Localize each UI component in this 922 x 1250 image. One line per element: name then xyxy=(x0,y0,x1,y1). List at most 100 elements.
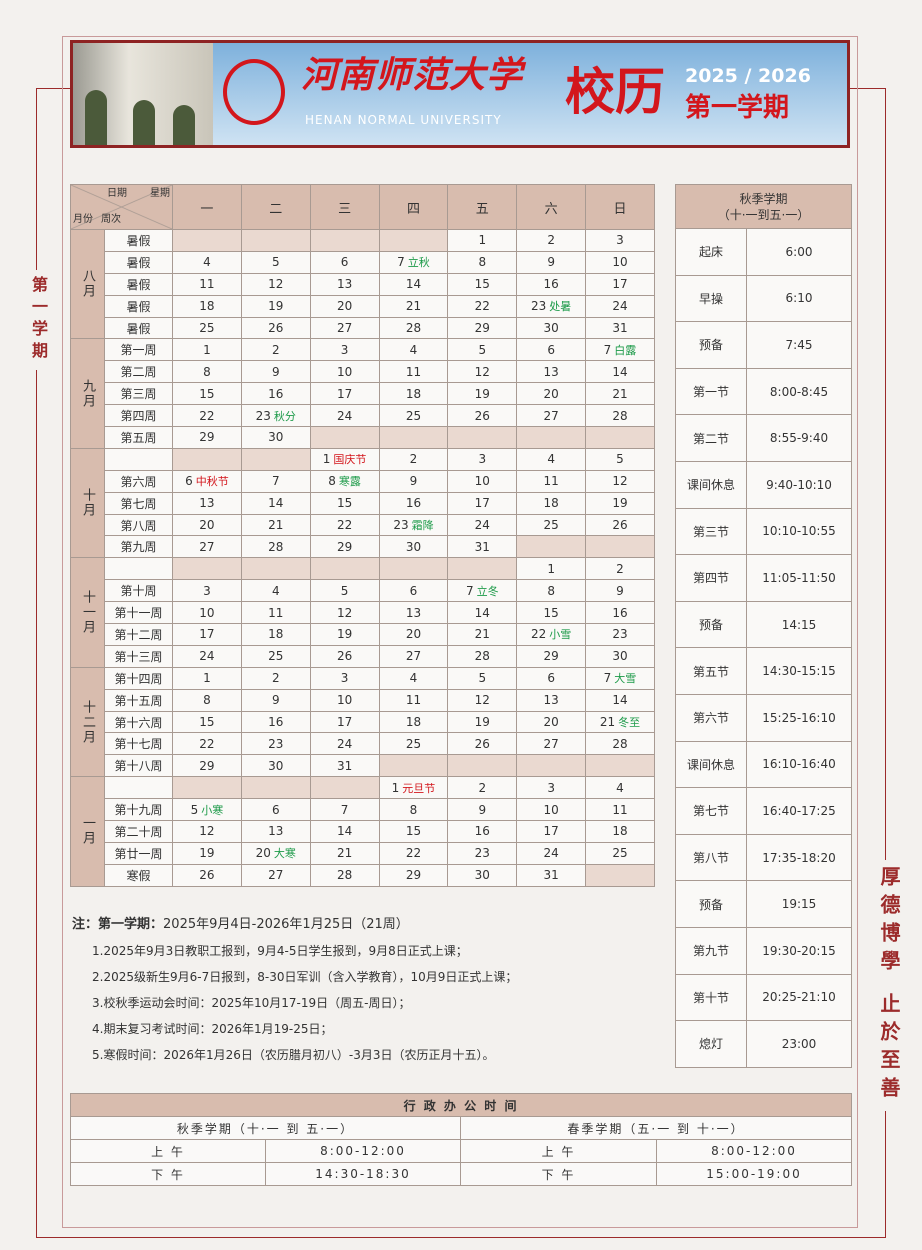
calendar-row: 十一月 1 2 xyxy=(70,557,655,668)
day-cell: 1 xyxy=(172,666,242,690)
calendar-row: 暑假 4 5 6 7 立秋 8 9 10 xyxy=(71,250,655,274)
month-label: 十二月 xyxy=(70,666,105,778)
day-cell: 8 寒露 xyxy=(309,469,380,493)
day-cell xyxy=(309,229,380,252)
day-cell: 13 xyxy=(378,601,449,625)
day-cell: 15 xyxy=(309,491,380,515)
day-cell: 9 xyxy=(516,250,587,274)
day-cell: 13 xyxy=(516,688,587,712)
day-cell: 5 小寒 xyxy=(172,798,242,822)
day-cell: 27 xyxy=(516,732,587,756)
schedule-item: 预备 xyxy=(675,600,747,649)
day-cell: 9 xyxy=(585,579,655,603)
day-cell: 29 xyxy=(378,863,449,887)
schedule-item: 第九节 xyxy=(675,926,747,975)
schedule-time: 6:00 xyxy=(745,228,853,276)
week-label: 第二周 xyxy=(104,360,173,384)
day-cell: 6 xyxy=(240,798,311,822)
day-cell: 12 xyxy=(172,820,242,843)
note-item: 2.2025级新生9月6-7日报到，8-30日军训（含入学教育），10月9日正式… xyxy=(92,970,518,984)
day-cell: 19 xyxy=(172,841,242,865)
day-cell: 8 xyxy=(516,579,587,603)
autumn-hours: 8:00-12:00 xyxy=(265,1139,461,1163)
calendar-row: 第六周 6 中秋节 7 8 寒露 9 10 11 12 xyxy=(71,469,655,493)
day-cell xyxy=(378,229,449,252)
day-cell: 22 xyxy=(172,732,242,756)
schedule-time: 8:55-9:40 xyxy=(745,414,853,462)
day-cell: 24 xyxy=(516,841,587,865)
month-label: 十一月 xyxy=(70,557,105,668)
week-label: 暑假 xyxy=(104,250,173,274)
day-cell: 18 xyxy=(240,623,311,646)
schedule-time: 14:30-15:15 xyxy=(745,647,853,695)
day-cell: 20 大寒 xyxy=(240,841,311,865)
day-cell: 2 xyxy=(240,338,311,362)
schedule-item: 熄灯 xyxy=(675,1020,747,1068)
spring-hours: 8:00-12:00 xyxy=(655,1139,853,1163)
day-cell: 25 xyxy=(240,644,311,668)
day-cell: 20 xyxy=(516,382,587,406)
day-cell: 29 xyxy=(516,644,587,668)
period-label: 下 午 xyxy=(70,1162,266,1186)
schedule-item: 第十节 xyxy=(675,973,747,1022)
calendar-row: 暑假 11 12 13 14 15 16 17 xyxy=(71,272,655,296)
week-label: 暑假 xyxy=(104,294,173,318)
day-cell xyxy=(172,776,242,800)
day-number: 7 xyxy=(603,671,612,686)
week-label: 第十八周 xyxy=(104,754,173,778)
campus-gate-image xyxy=(73,43,213,145)
schedule-time: 10:10-10:55 xyxy=(745,507,853,556)
autumn-term-header: 秋季学期（十·一 到 五·一） xyxy=(70,1116,461,1140)
day-cell: 28 xyxy=(309,863,380,887)
week-label: 寒假 xyxy=(104,863,173,887)
day-cell: 7 立冬 xyxy=(447,579,518,603)
day-number: 23 xyxy=(531,299,547,314)
schedule-item: 第五节 xyxy=(675,647,747,695)
day-cell: 24 xyxy=(309,732,380,756)
day-cell: 2 xyxy=(447,776,518,800)
day-cell: 29 xyxy=(447,316,518,340)
day-cell: 26 xyxy=(309,644,380,668)
week-label: 第十九周 xyxy=(104,798,173,822)
schedule-row: 第四节 11:05-11:50 xyxy=(675,554,853,602)
day-cell: 10 xyxy=(309,360,380,384)
day-cell: 14 xyxy=(240,491,311,515)
weekday-header: 一 xyxy=(172,184,242,230)
day-cell: 17 xyxy=(516,820,587,843)
day-cell: 5 xyxy=(309,579,380,603)
schedule-header: 秋季学期 （十·一到五·一） xyxy=(674,184,853,229)
schedule-row: 预备 19:15 xyxy=(675,880,853,928)
day-cell: 16 xyxy=(240,382,311,406)
week-label: 暑假 xyxy=(104,272,173,296)
day-cell: 15 xyxy=(172,382,242,406)
day-cell: 28 xyxy=(240,535,311,559)
day-cell: 23 秋分 xyxy=(240,404,311,428)
term-range: 2025年9月4日-2026年1月25日（21周） xyxy=(163,917,409,932)
schedule-row: 早操 6:10 xyxy=(675,274,853,323)
day-cell: 3 xyxy=(585,229,655,252)
day-cell xyxy=(309,557,380,581)
week-label: 第七周 xyxy=(104,491,173,515)
day-cell: 4 xyxy=(378,666,449,690)
day-cell: 12 xyxy=(447,360,518,384)
corner-week: 周次 xyxy=(101,214,121,225)
calendar-row: 第三周 15 16 17 18 19 20 21 xyxy=(71,382,655,406)
day-cell: 13 xyxy=(516,360,587,384)
month-label: 一月 xyxy=(70,776,105,887)
calendar-row: 第十一周 10 11 12 13 14 15 16 xyxy=(71,601,655,625)
day-number: 7 xyxy=(603,342,612,357)
schedule-row: 课间休息 16:10-16:40 xyxy=(675,740,853,789)
week-label: 暑假 xyxy=(104,229,173,252)
day-cell: 12 xyxy=(447,688,518,712)
daily-schedule-table: 秋季学期 （十·一到五·一） 起床 6:00 早操 6:10 预备 7:45 第一节 8:00-… xyxy=(674,184,853,1068)
schedule-item: 第六节 xyxy=(675,693,747,742)
day-cell: 23 霜降 xyxy=(378,513,449,537)
day-cell: 6 中秋节 xyxy=(172,469,242,493)
day-cell: 7 xyxy=(309,798,380,822)
schedule-row: 第二节 8:55-9:40 xyxy=(675,414,853,462)
note-item: 3.校秋季运动会时间：2025年10月17-19日（周五-周日）； xyxy=(92,996,411,1010)
day-cell: 15 xyxy=(172,710,242,734)
day-cell: 5 xyxy=(447,666,518,690)
university-name: 河南师范大学 xyxy=(301,54,524,96)
calendar-row: 第五周 29 30 xyxy=(71,426,655,449)
